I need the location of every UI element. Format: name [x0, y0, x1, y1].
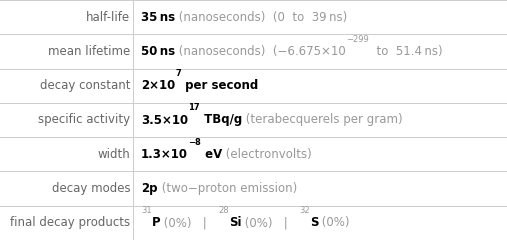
Text: 28: 28 [218, 206, 229, 215]
Text: (two−proton emission): (two−proton emission) [158, 182, 297, 195]
Text: width: width [98, 148, 130, 161]
Text: 32: 32 [299, 206, 310, 215]
Text: (0%)   |: (0%) | [241, 216, 299, 229]
Text: 31: 31 [141, 206, 152, 215]
Text: (nanoseconds)  (−6.675×10: (nanoseconds) (−6.675×10 [175, 45, 346, 58]
Text: (terabecquerels per gram): (terabecquerels per gram) [242, 114, 403, 126]
Text: decay modes: decay modes [52, 182, 130, 195]
Text: P: P [152, 216, 160, 229]
Text: decay constant: decay constant [40, 79, 130, 92]
Text: final decay products: final decay products [10, 216, 130, 229]
Text: 3.5×10: 3.5×10 [141, 114, 188, 126]
Text: 50 ns: 50 ns [141, 45, 175, 58]
Text: specific activity: specific activity [39, 114, 130, 126]
Text: mean lifetime: mean lifetime [48, 45, 130, 58]
Text: 2p: 2p [141, 182, 158, 195]
Text: 35 ns: 35 ns [141, 11, 175, 24]
Text: S: S [310, 216, 318, 229]
Text: −299: −299 [346, 35, 369, 44]
Text: Si: Si [229, 216, 241, 229]
Text: (0%): (0%) [318, 216, 350, 229]
Text: to  51.4 ns): to 51.4 ns) [369, 45, 442, 58]
Text: (electronvolts): (electronvolts) [222, 148, 312, 161]
Text: 7: 7 [175, 69, 181, 78]
Text: −8: −8 [188, 138, 201, 147]
Text: 17: 17 [188, 103, 200, 113]
Text: (nanoseconds)  (0  to  39 ns): (nanoseconds) (0 to 39 ns) [175, 11, 347, 24]
Text: eV: eV [201, 148, 222, 161]
Text: 2×10: 2×10 [141, 79, 175, 92]
Text: 1.3×10: 1.3×10 [141, 148, 188, 161]
Text: per second: per second [181, 79, 258, 92]
Text: TBq/g: TBq/g [200, 114, 242, 126]
Text: half-life: half-life [86, 11, 130, 24]
Text: (0%)   |: (0%) | [160, 216, 218, 229]
